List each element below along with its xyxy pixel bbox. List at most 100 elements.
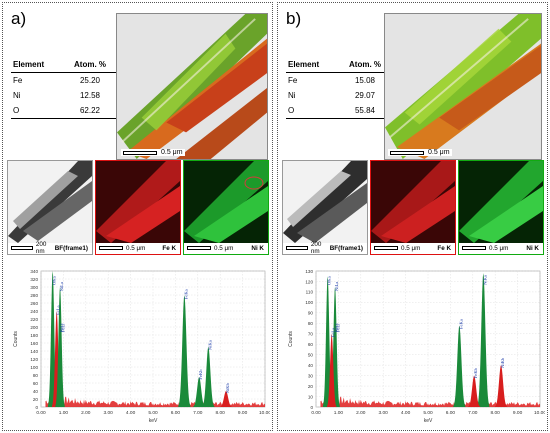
x-tick-label: 8.00 <box>216 410 226 416</box>
bf-tile: 200 nm BF(frame1) <box>7 160 93 255</box>
y-tick-label: 80 <box>33 373 39 378</box>
y-tick-label: 320 <box>30 277 38 282</box>
peak-label: NiLa <box>59 282 64 291</box>
table-row: Ni 12.58 <box>13 91 101 100</box>
panel-a: a) Element Atom. % Fe 25.20 Ni 12.58 O 62.22… <box>2 2 273 431</box>
peak-label: NiKb <box>500 357 505 368</box>
panel-label: b) <box>286 9 302 28</box>
col-atom: Atom. % <box>349 60 381 69</box>
peak-label: NiKa <box>482 275 487 285</box>
peak-label: FeLl <box>336 323 341 332</box>
y-tick-label: 20 <box>308 384 314 389</box>
y-tick-label: 300 <box>30 285 38 290</box>
composition-table: Element Atom. % Fe 15.08 Ni 29.07 O 55.84 <box>286 60 392 119</box>
y-tick-label: 260 <box>30 301 38 306</box>
panel-label: a) <box>11 9 27 28</box>
eds-map-strip: 200 nm BF(frame1) 0.5 μm Fe K 0.5 μm Ni K <box>7 160 270 255</box>
peak-label: NiLl <box>334 323 339 332</box>
y-tick-label: 50 <box>308 352 314 357</box>
x-tick-label: 10.00 <box>534 410 545 416</box>
y-tick-label: 0 <box>35 405 38 410</box>
y-tick-label: 10 <box>308 394 314 399</box>
y-tick-label: 240 <box>30 309 38 314</box>
x-tick-label: 2.00 <box>356 410 366 416</box>
y-tick-label: 100 <box>305 300 313 305</box>
peak-NiKb <box>219 391 233 407</box>
peak-label: NiKa <box>207 340 212 350</box>
spectrum-svg: 0 20 40 60 80 100 120 140 160 180 200 220 240 260 280 3… <box>13 269 270 424</box>
x-tick-label: 8.00 <box>491 410 501 416</box>
peak-label: FeKa <box>183 289 188 299</box>
map-scalebar: 0.5 μm <box>388 149 452 156</box>
eds-spectrum-a: 0 20 40 60 80 100 120 140 160 180 200 220 240 260 280 3… <box>7 265 270 427</box>
ni-k-tile: 0.5 μm Ni K <box>458 160 544 255</box>
peak-label: FeLa <box>331 328 336 337</box>
y-tick-label: 60 <box>33 381 39 386</box>
x-tick-label: 4.00 <box>401 410 411 416</box>
x-tick-label: 6.00 <box>171 410 181 416</box>
ni-k-tile: 0.5 μm Ni K <box>183 160 269 255</box>
x-axis-label: keV <box>149 418 158 424</box>
y-tick-label: 140 <box>30 349 38 354</box>
peak-FeLa <box>326 333 337 407</box>
y-tick-label: 80 <box>308 321 314 326</box>
table-row: O 55.84 <box>286 103 392 119</box>
peak-label: NiKb <box>225 382 230 393</box>
col-atom: Atom. % <box>74 60 106 69</box>
y-tick-label: 40 <box>308 363 314 368</box>
peak-NiLa <box>55 287 65 407</box>
x-tick-label: 3.00 <box>379 410 389 416</box>
y-tick-label: 40 <box>33 389 39 394</box>
plot-area <box>315 270 541 408</box>
y-tick-label: 70 <box>308 332 314 337</box>
peak-label: NiLa <box>334 282 339 291</box>
y-tick-label: 110 <box>306 290 314 295</box>
y-tick-label: 340 <box>30 269 38 274</box>
y-tick-label: 60 <box>308 342 314 347</box>
y-axis-label: Counts <box>13 331 19 347</box>
y-tick-label: 120 <box>30 357 38 362</box>
y-tick-label: 130 <box>305 269 313 274</box>
eds-map-strip: 200 nm BF(frame1) 0.5 μm Fe K 0.5 μm Ni K <box>282 160 545 255</box>
fe-k-tile: 0.5 μm Fe K <box>95 160 181 255</box>
peak-label: FeKb <box>473 367 478 378</box>
peak-FeKa <box>453 325 466 407</box>
x-axis-label: keV <box>424 418 433 424</box>
y-tick-label: 280 <box>30 293 38 298</box>
table-row: O 62.22 <box>11 103 117 119</box>
x-tick-label: 1.00 <box>59 410 69 416</box>
y-tick-label: 90 <box>308 311 314 316</box>
x-tick-label: 6.00 <box>446 410 456 416</box>
x-tick-label: 0.00 <box>311 410 321 416</box>
y-axis-label: Counts <box>288 331 294 347</box>
peak-label: NiLl <box>59 323 64 332</box>
y-tick-label: 160 <box>30 341 38 346</box>
x-tick-label: 1.00 <box>334 410 344 416</box>
peak-FeKa <box>178 295 191 407</box>
peak-NiKa <box>477 273 490 407</box>
peak-label: OKa <box>52 276 57 285</box>
x-tick-label: 4.00 <box>126 410 136 416</box>
plot-area <box>40 270 266 408</box>
peak-label: FeKb <box>198 369 203 380</box>
fe-k-tile: 0.5 μm Fe K <box>370 160 456 255</box>
y-tick-label: 180 <box>30 333 38 338</box>
y-tick-label: 0 <box>310 405 313 410</box>
map-scalebar: 0.5 μm <box>121 149 185 156</box>
x-tick-label: 7.00 <box>468 410 478 416</box>
col-element: Element <box>13 60 45 69</box>
y-tick-label: 20 <box>33 397 39 402</box>
x-tick-label: 10.00 <box>259 410 270 416</box>
y-tick-label: 30 <box>308 373 314 378</box>
peak-label: FeKa <box>458 319 463 329</box>
peak-FeKb <box>193 377 206 407</box>
y-tick-label: 200 <box>30 325 38 330</box>
x-tick-label: 2.00 <box>81 410 91 416</box>
peak-label: OKa <box>327 276 332 285</box>
col-element: Element <box>288 60 320 69</box>
peak-FeKb <box>468 375 481 407</box>
peak-label: FeLa <box>56 305 61 314</box>
eds-spectrum-b: 0 10 20 30 40 50 60 70 80 90 100 110 120 130 0.00 1.00 2… <box>282 265 545 427</box>
bf-tile: 200 nm BF(frame1) <box>282 160 368 255</box>
panel-b: b) Element Atom. % Fe 15.08 Ni 29.07 O 55.84… <box>277 2 548 431</box>
